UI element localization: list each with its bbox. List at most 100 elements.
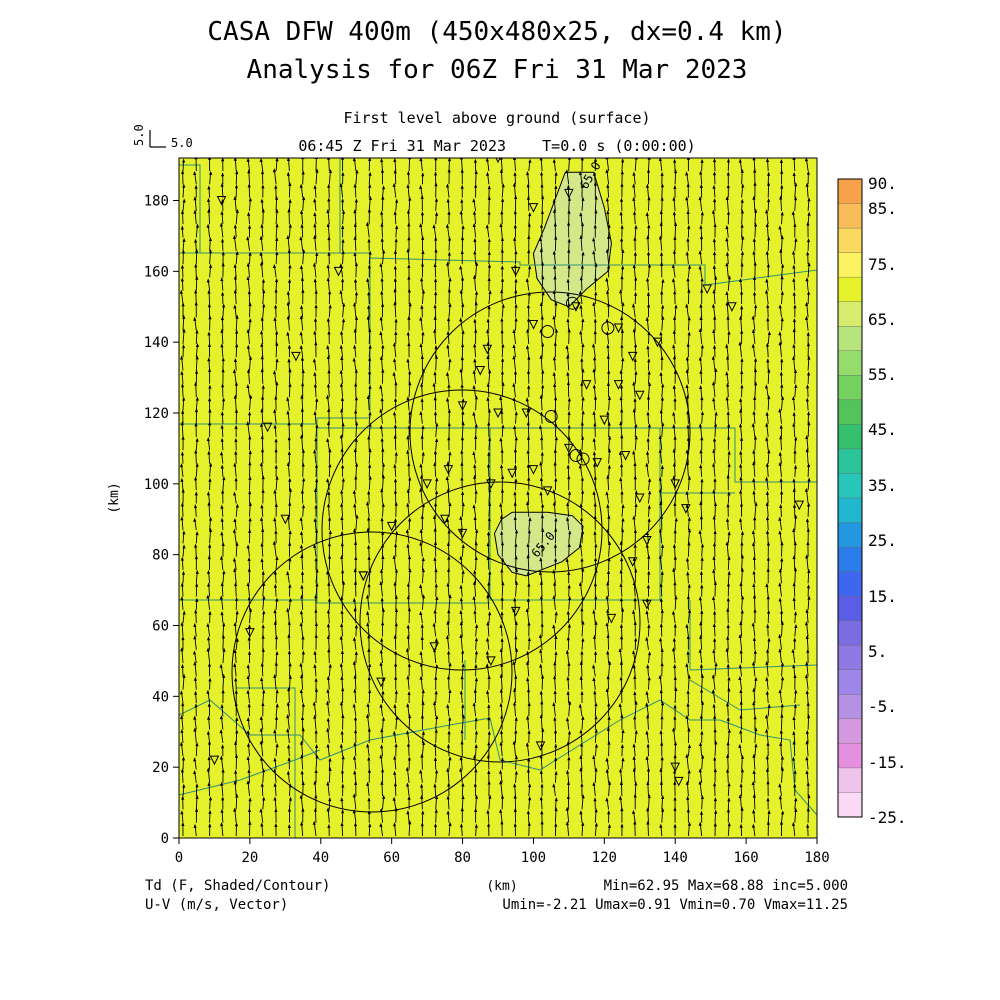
wind-vector-head: [368, 370, 372, 375]
wind-vector-head: [645, 316, 649, 321]
wind-vector-head: [313, 449, 317, 454]
wind-vector-head: [342, 302, 346, 307]
wind-vector-head: [220, 210, 224, 215]
wind-vector-head: [793, 703, 797, 708]
wind-vector-head: [634, 291, 638, 296]
wind-vector-head: [447, 158, 452, 162]
wind-vector-head: [474, 768, 478, 773]
wind-vector-head: [421, 249, 425, 254]
wind-vector-head: [486, 754, 490, 759]
wind-vector-head: [500, 568, 504, 573]
wind-vector-head: [579, 276, 583, 281]
wind-vector-head: [579, 234, 583, 239]
wind-vector-head: [393, 158, 397, 162]
wind-vector-head: [260, 542, 264, 547]
wind-vector-head: [235, 343, 239, 348]
wind-vector-head: [273, 796, 277, 801]
wind-vector-head: [246, 276, 250, 280]
wind-vector-head: [287, 358, 291, 363]
wind-vector-head: [500, 596, 504, 601]
wind-vector-head: [499, 464, 504, 469]
wind-vector-head: [554, 557, 558, 562]
wind-vector-head: [699, 634, 703, 639]
wind-vector-head: [701, 754, 705, 759]
wind-vector-head: [699, 385, 703, 389]
wind-vector-head: [766, 741, 770, 746]
wind-vector-head: [579, 675, 583, 680]
dewpoint-field: [179, 158, 817, 838]
wind-vector-head: [407, 756, 411, 761]
wind-vector-head: [180, 714, 184, 719]
wind-vector-head: [805, 435, 809, 439]
wind-vector-head: [552, 315, 556, 320]
wind-vector-head: [382, 185, 386, 190]
wind-vector-head: [446, 620, 450, 625]
wind-vector-head: [581, 196, 585, 201]
wind-vector-head: [259, 727, 263, 732]
wind-vector-head: [607, 823, 612, 828]
wind-vector-head: [433, 396, 437, 401]
wind-vector-head: [367, 544, 371, 549]
wind-vector-head: [339, 344, 343, 349]
wind-vector-head: [235, 596, 239, 601]
wind-vector-head: [233, 567, 237, 572]
wind-vector-head: [778, 461, 782, 466]
wind-vector-head: [619, 421, 623, 426]
wind-vector-head: [193, 316, 197, 321]
wind-vector-head: [727, 782, 731, 787]
wind-vector-head: [367, 238, 371, 243]
wind-vector-head: [539, 302, 543, 306]
wind-vector-head: [565, 769, 570, 774]
wind-vector-head: [261, 624, 265, 629]
wind-vector-head: [179, 463, 184, 468]
wind-vector-head: [474, 555, 478, 560]
wind-vector-head: [567, 196, 571, 201]
wind-vector-head: [646, 807, 650, 812]
wind-vector-head: [275, 381, 279, 386]
wind-vector-head: [247, 636, 251, 641]
wind-vector-head: [366, 315, 370, 320]
wind-vector-head: [380, 517, 384, 522]
wind-vector-head: [182, 530, 186, 535]
wind-vector-head: [647, 794, 651, 799]
wind-vector-head: [739, 649, 743, 654]
wind-vector-head: [739, 397, 743, 402]
wind-vector-head: [193, 676, 197, 681]
wind-vector-head: [232, 235, 236, 239]
wind-vector-head: [393, 210, 397, 215]
wind-vector-head: [275, 743, 279, 748]
wind-vector-head: [180, 596, 184, 601]
wind-vector-head: [700, 673, 704, 678]
wind-vector-head: [473, 463, 477, 468]
wind-vector-head: [206, 278, 210, 283]
wind-vector-head: [259, 516, 264, 521]
wind-vector-head: [512, 660, 516, 665]
wind-vector-head: [221, 744, 225, 749]
wind-vector-head: [741, 183, 745, 188]
wind-vector-head: [392, 342, 396, 347]
wind-vector-head: [739, 315, 743, 320]
wind-vector-head: [474, 808, 478, 812]
wind-vector-head: [261, 570, 265, 575]
wind-vector-head: [194, 703, 198, 708]
wind-vector-head: [778, 633, 782, 638]
wind-vector-head: [500, 448, 504, 453]
wind-vector-head: [661, 315, 665, 320]
wind-vector-head: [394, 318, 398, 323]
wind-vector-head: [261, 384, 265, 389]
wind-vector-head: [354, 409, 358, 414]
wind-vector: [275, 144, 277, 158]
wind-vector-head: [207, 331, 211, 336]
wind-vector-head: [552, 501, 556, 506]
wind-vector-head: [527, 702, 531, 706]
wind-vector-head: [405, 730, 409, 735]
wind-vector-head: [767, 171, 771, 176]
wind-vector-head: [700, 478, 704, 483]
wind-vector-head: [246, 717, 250, 721]
wind-vector-head: [807, 421, 811, 426]
wind-vector-head: [180, 621, 184, 626]
wind-vector-head: [299, 794, 303, 799]
wind-vector-head: [434, 808, 438, 813]
wind-vector-head: [685, 490, 689, 495]
wind-vector-head: [767, 609, 771, 614]
